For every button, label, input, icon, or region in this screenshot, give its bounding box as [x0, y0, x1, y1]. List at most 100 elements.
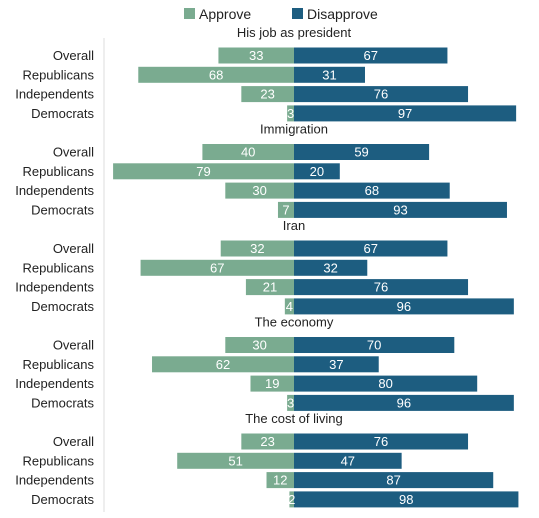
section-title: His job as president: [237, 25, 352, 40]
value-label-disapprove: 76: [374, 87, 388, 102]
bar-disapprove: [294, 394, 514, 411]
category-label: Democrats: [31, 299, 94, 314]
value-label-approve: 33: [249, 48, 263, 63]
value-label-disapprove: 80: [378, 376, 392, 391]
bar-approve: [245, 279, 294, 296]
category-label: Republicans: [22, 453, 94, 468]
value-label-disapprove: 70: [367, 338, 381, 353]
value-label-disapprove: 68: [365, 183, 379, 198]
category-label: Democrats: [31, 202, 94, 217]
value-label-disapprove: 31: [322, 67, 336, 82]
section-title: Immigration: [260, 122, 328, 137]
value-label-disapprove: 67: [363, 48, 377, 63]
bar-approve: [277, 201, 294, 218]
value-label-approve: 30: [252, 183, 266, 198]
legend-approve-swatch: [184, 8, 195, 19]
value-label-approve: 23: [260, 434, 274, 449]
value-label-approve: 79: [196, 164, 210, 179]
bar-approve: [241, 433, 294, 450]
bar-disapprove: [294, 47, 448, 64]
bar-approve: [284, 298, 294, 315]
section-1: Immigration Overall 40 59 Republicans 79 20 Ind…: [15, 122, 507, 218]
value-label-approve: 23: [260, 87, 274, 102]
category-label: Overall: [53, 241, 94, 256]
value-label-disapprove: 32: [323, 260, 337, 275]
category-label: Republicans: [22, 164, 94, 179]
value-label-disapprove: 20: [310, 164, 324, 179]
bar-approve: [140, 259, 294, 276]
bar-approve: [250, 375, 294, 392]
value-label-disapprove: 97: [398, 106, 412, 121]
category-label: Independents: [15, 473, 94, 488]
bar-disapprove: [294, 356, 379, 373]
bar-approve: [138, 66, 294, 83]
category-label: Overall: [53, 338, 94, 353]
value-label-disapprove: 96: [397, 299, 411, 314]
value-label-approve: 7: [282, 202, 289, 217]
value-label-disapprove: 59: [354, 145, 368, 160]
bar-disapprove: [294, 86, 469, 103]
value-label-disapprove: 93: [393, 202, 407, 217]
legend-disapprove-label: Disapprove: [307, 6, 378, 22]
value-label-approve: 30: [252, 338, 266, 353]
category-label: Overall: [53, 145, 94, 160]
bar-approve: [177, 452, 294, 469]
bar-disapprove: [294, 298, 514, 315]
value-label-disapprove: 67: [363, 241, 377, 256]
section-title: The cost of living: [245, 411, 343, 426]
bar-disapprove: [294, 452, 402, 469]
category-label: Independents: [15, 87, 94, 102]
value-label-approve: 2: [288, 492, 295, 507]
value-label-approve: 19: [265, 376, 279, 391]
legend: Approve Disapprove: [184, 6, 378, 22]
bar-disapprove: [294, 259, 368, 276]
section-4: The cost of living Overall 23 76 Republicans…: [15, 411, 519, 508]
value-label-disapprove: 96: [397, 395, 411, 410]
value-label-disapprove: 87: [386, 473, 400, 488]
bar-disapprove: [294, 105, 517, 122]
value-label-approve: 3: [287, 395, 294, 410]
section-2: Iran Overall 32 67 Republicans 67 32 Independen…: [15, 218, 514, 315]
value-label-disapprove: 47: [341, 453, 355, 468]
bar-disapprove: [294, 66, 365, 83]
legend-approve-label: Approve: [199, 6, 251, 22]
value-label-approve: 32: [250, 241, 264, 256]
bar-disapprove: [294, 163, 340, 180]
bar-disapprove: [294, 144, 430, 160]
bar-disapprove: [294, 182, 450, 199]
bar-approve: [113, 163, 294, 180]
value-label-approve: 68: [209, 67, 223, 82]
value-label-disapprove: 37: [329, 357, 343, 372]
category-label: Overall: [53, 434, 94, 449]
bar-disapprove: [294, 337, 455, 353]
bar-approve: [241, 86, 294, 103]
value-label-disapprove: 76: [374, 434, 388, 449]
category-label: Independents: [15, 280, 94, 295]
bar-approve: [202, 144, 294, 160]
section-0: His job as president Overall 33 67 Republica…: [15, 25, 517, 122]
value-label-approve: 51: [228, 453, 242, 468]
section-3: The economy Overall 30 70 Republicans 62 37 Ind…: [15, 315, 514, 411]
bar-approve: [266, 472, 294, 489]
value-label-approve: 4: [286, 299, 293, 314]
value-label-approve: 40: [241, 145, 255, 160]
bar-disapprove: [294, 375, 478, 392]
legend-disapprove-swatch: [292, 8, 303, 19]
value-label-disapprove: 98: [399, 492, 413, 507]
section-title: Iran: [283, 218, 305, 233]
value-label-approve: 3: [287, 106, 294, 121]
bar-disapprove: [294, 472, 494, 489]
bar-approve: [287, 394, 294, 411]
bar-disapprove: [294, 279, 469, 296]
category-label: Democrats: [31, 395, 94, 410]
bar-approve: [225, 182, 294, 199]
value-label-approve: 67: [210, 260, 224, 275]
bar-disapprove: [294, 491, 519, 508]
bar-approve: [152, 356, 294, 373]
value-label-approve: 62: [216, 357, 230, 372]
bar-disapprove: [294, 201, 507, 218]
bar-approve: [220, 240, 294, 257]
bar-disapprove: [294, 240, 448, 257]
